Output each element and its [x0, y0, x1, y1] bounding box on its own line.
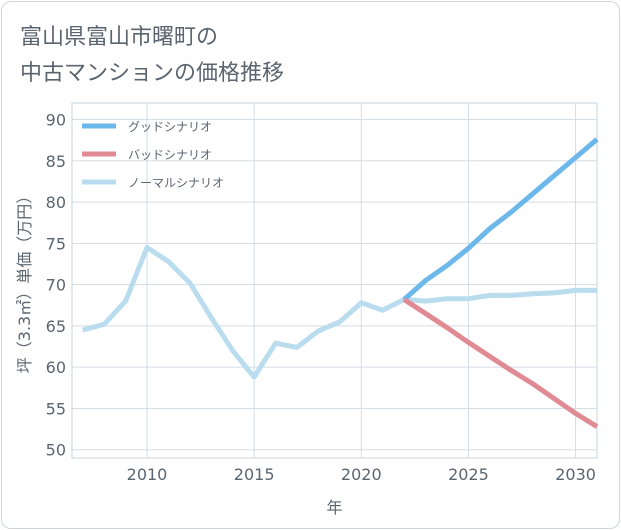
legend-label-good: グッドシナリオ: [128, 120, 212, 134]
y-axis-label: 坪（3.3㎡）単価（万円）: [15, 188, 34, 373]
x-tick-label: 2025: [448, 465, 489, 484]
title-line-2: 中古マンションの価格推移: [20, 61, 285, 86]
y-tick-label: 75: [46, 234, 66, 253]
x-tick-label: 2020: [341, 465, 382, 484]
plot-frame: [71, 102, 598, 459]
title-line-1: 富山県富山市曙町の: [20, 25, 219, 50]
x-tick-label: 2030: [555, 465, 596, 484]
y-tick-label: 70: [46, 276, 66, 295]
y-tick-label: 55: [46, 399, 66, 418]
grid: [71, 102, 598, 459]
y-tick-label: 85: [46, 152, 66, 171]
chart-title: 富山県富山市曙町の 中古マンションの価格推移: [20, 20, 284, 92]
series-line-good: [402, 137, 599, 302]
ticks: 50 55 60 65 70 75 80 85 90 2010 2015 2020 2025 2030: [46, 111, 596, 484]
y-tick-label: 90: [46, 111, 66, 130]
x-tick-label: 2015: [234, 465, 275, 484]
series-layer: [82, 137, 599, 429]
x-tick-label: 2010: [127, 465, 168, 484]
y-tick-label: 80: [46, 193, 66, 212]
legend-label-normal: ノーマルシナリオ: [128, 176, 224, 190]
y-tick-label: 60: [46, 358, 66, 377]
series-line-bad: [402, 297, 599, 429]
legend-label-bad: バッドシナリオ: [128, 148, 212, 162]
series-line-normal: [82, 245, 597, 380]
x-axis-label: 年: [326, 498, 342, 517]
y-tick-label: 65: [46, 317, 66, 336]
y-tick-label: 50: [46, 441, 66, 460]
